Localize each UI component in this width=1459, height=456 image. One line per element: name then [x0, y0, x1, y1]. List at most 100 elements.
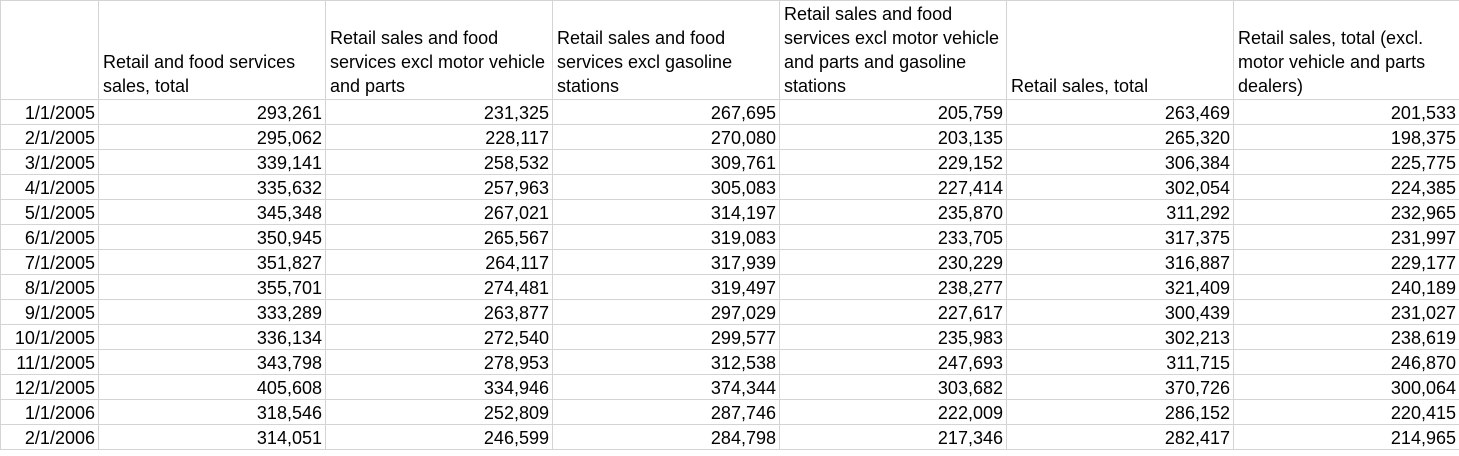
value-cell[interactable]: 336,134 — [98, 324, 326, 350]
value-cell[interactable]: 303,682 — [779, 374, 1007, 400]
value-cell[interactable]: 222,009 — [779, 399, 1007, 425]
value-cell[interactable]: 295,062 — [98, 124, 326, 150]
value-cell[interactable]: 263,877 — [325, 299, 553, 325]
date-cell[interactable]: 7/1/2005 — [0, 249, 99, 275]
value-cell[interactable]: 282,417 — [1006, 424, 1234, 450]
value-cell[interactable]: 267,021 — [325, 199, 553, 225]
date-cell[interactable]: 5/1/2005 — [0, 199, 99, 225]
value-cell[interactable]: 297,029 — [552, 299, 780, 325]
value-cell[interactable]: 300,439 — [1006, 299, 1234, 325]
value-cell[interactable]: 272,540 — [325, 324, 553, 350]
value-cell[interactable]: 228,117 — [325, 124, 553, 150]
value-cell[interactable]: 257,963 — [325, 174, 553, 200]
value-cell[interactable]: 263,469 — [1006, 99, 1234, 125]
value-cell[interactable]: 246,599 — [325, 424, 553, 450]
date-cell[interactable]: 6/1/2005 — [0, 224, 99, 250]
value-cell[interactable]: 270,080 — [552, 124, 780, 150]
date-cell[interactable]: 9/1/2005 — [0, 299, 99, 325]
header-cell-excl-motor-vehicle[interactable]: Retail sales and food services excl moto… — [325, 0, 553, 100]
value-cell[interactable]: 405,608 — [98, 374, 326, 400]
value-cell[interactable]: 217,346 — [779, 424, 1007, 450]
value-cell[interactable]: 201,533 — [1233, 99, 1459, 125]
value-cell[interactable]: 311,715 — [1006, 349, 1234, 375]
value-cell[interactable]: 293,261 — [98, 99, 326, 125]
value-cell[interactable]: 214,965 — [1233, 424, 1459, 450]
value-cell[interactable]: 238,277 — [779, 274, 1007, 300]
header-cell-excl-motor-and-gasoline[interactable]: Retail sales and food services excl moto… — [779, 0, 1007, 100]
date-cell[interactable]: 4/1/2005 — [0, 174, 99, 200]
value-cell[interactable]: 220,415 — [1233, 399, 1459, 425]
value-cell[interactable]: 203,135 — [779, 124, 1007, 150]
value-cell[interactable]: 229,152 — [779, 149, 1007, 175]
value-cell[interactable]: 286,152 — [1006, 399, 1234, 425]
value-cell[interactable]: 225,775 — [1233, 149, 1459, 175]
value-cell[interactable]: 235,983 — [779, 324, 1007, 350]
header-cell-retail-total[interactable]: Retail sales, total — [1006, 0, 1234, 100]
value-cell[interactable]: 265,567 — [325, 224, 553, 250]
value-cell[interactable]: 351,827 — [98, 249, 326, 275]
date-cell[interactable]: 8/1/2005 — [0, 274, 99, 300]
value-cell[interactable]: 227,414 — [779, 174, 1007, 200]
value-cell[interactable]: 287,746 — [552, 399, 780, 425]
value-cell[interactable]: 343,798 — [98, 349, 326, 375]
value-cell[interactable]: 350,945 — [98, 224, 326, 250]
value-cell[interactable]: 231,997 — [1233, 224, 1459, 250]
date-cell[interactable]: 10/1/2005 — [0, 324, 99, 350]
value-cell[interactable]: 231,027 — [1233, 299, 1459, 325]
value-cell[interactable]: 355,701 — [98, 274, 326, 300]
value-cell[interactable]: 247,693 — [779, 349, 1007, 375]
header-cell-excl-gasoline[interactable]: Retail sales and food services excl gaso… — [552, 0, 780, 100]
value-cell[interactable]: 333,289 — [98, 299, 326, 325]
value-cell[interactable]: 305,083 — [552, 174, 780, 200]
value-cell[interactable]: 278,953 — [325, 349, 553, 375]
value-cell[interactable]: 246,870 — [1233, 349, 1459, 375]
value-cell[interactable]: 233,705 — [779, 224, 1007, 250]
value-cell[interactable]: 314,051 — [98, 424, 326, 450]
value-cell[interactable]: 238,619 — [1233, 324, 1459, 350]
date-cell[interactable]: 2/1/2006 — [0, 424, 99, 450]
date-cell[interactable]: 1/1/2006 — [0, 399, 99, 425]
value-cell[interactable]: 321,409 — [1006, 274, 1234, 300]
value-cell[interactable]: 224,385 — [1233, 174, 1459, 200]
value-cell[interactable]: 302,213 — [1006, 324, 1234, 350]
value-cell[interactable]: 264,117 — [325, 249, 553, 275]
header-cell-retail-excl-motor-dealers[interactable]: Retail sales, total (excl. motor vehicle… — [1233, 0, 1459, 100]
value-cell[interactable]: 198,375 — [1233, 124, 1459, 150]
value-cell[interactable]: 374,344 — [552, 374, 780, 400]
value-cell[interactable]: 345,348 — [98, 199, 326, 225]
value-cell[interactable]: 312,538 — [552, 349, 780, 375]
date-cell[interactable]: 11/1/2005 — [0, 349, 99, 375]
date-cell[interactable]: 3/1/2005 — [0, 149, 99, 175]
value-cell[interactable]: 317,939 — [552, 249, 780, 275]
value-cell[interactable]: 335,632 — [98, 174, 326, 200]
date-cell[interactable]: 1/1/2005 — [0, 99, 99, 125]
value-cell[interactable]: 232,965 — [1233, 199, 1459, 225]
value-cell[interactable]: 284,798 — [552, 424, 780, 450]
header-cell-retail-food-total[interactable]: Retail and food services sales, total — [98, 0, 326, 100]
value-cell[interactable]: 227,617 — [779, 299, 1007, 325]
value-cell[interactable]: 267,695 — [552, 99, 780, 125]
value-cell[interactable]: 339,141 — [98, 149, 326, 175]
value-cell[interactable]: 311,292 — [1006, 199, 1234, 225]
value-cell[interactable]: 319,497 — [552, 274, 780, 300]
value-cell[interactable]: 274,481 — [325, 274, 553, 300]
value-cell[interactable]: 299,577 — [552, 324, 780, 350]
date-cell[interactable]: 12/1/2005 — [0, 374, 99, 400]
value-cell[interactable]: 205,759 — [779, 99, 1007, 125]
value-cell[interactable]: 235,870 — [779, 199, 1007, 225]
value-cell[interactable]: 370,726 — [1006, 374, 1234, 400]
value-cell[interactable]: 229,177 — [1233, 249, 1459, 275]
value-cell[interactable]: 306,384 — [1006, 149, 1234, 175]
value-cell[interactable]: 252,809 — [325, 399, 553, 425]
value-cell[interactable]: 265,320 — [1006, 124, 1234, 150]
value-cell[interactable]: 334,946 — [325, 374, 553, 400]
value-cell[interactable]: 318,546 — [98, 399, 326, 425]
value-cell[interactable]: 302,054 — [1006, 174, 1234, 200]
value-cell[interactable]: 317,375 — [1006, 224, 1234, 250]
value-cell[interactable]: 300,064 — [1233, 374, 1459, 400]
date-cell[interactable]: 2/1/2005 — [0, 124, 99, 150]
value-cell[interactable]: 316,887 — [1006, 249, 1234, 275]
value-cell[interactable]: 258,532 — [325, 149, 553, 175]
value-cell[interactable]: 231,325 — [325, 99, 553, 125]
value-cell[interactable]: 309,761 — [552, 149, 780, 175]
